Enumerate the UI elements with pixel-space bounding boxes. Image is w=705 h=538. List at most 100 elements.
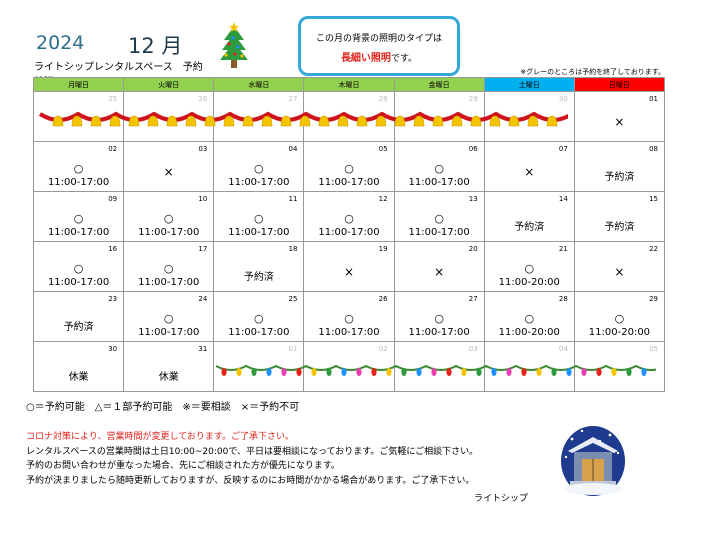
- day-number: 13: [468, 195, 478, 203]
- day-number: 26: [378, 295, 388, 303]
- day-cell[interactable]: 04: [483, 341, 575, 392]
- day-cell[interactable]: 03: [393, 341, 485, 392]
- weekday-mon: 月曜日: [32, 77, 125, 92]
- day-number: 18: [288, 245, 298, 253]
- note-highlight: 長細い照明: [340, 53, 391, 64]
- availability-mark: ○: [73, 162, 84, 175]
- day-cell[interactable]: 31 休業: [123, 341, 215, 392]
- day-cell[interactable]: 29: [393, 91, 485, 142]
- availability-mark: ○: [434, 312, 444, 325]
- day-cell[interactable]: 14 予約済: [483, 191, 575, 242]
- day-cell[interactable]: 20 ×: [393, 241, 485, 292]
- day-cell[interactable]: 19 ×: [303, 241, 395, 292]
- day-number: 28: [558, 295, 568, 303]
- availability-mark: ○: [73, 262, 84, 275]
- day-cell[interactable]: 24 ○ 11:00-17:00: [123, 291, 215, 342]
- day-cell[interactable]: 25 ○ 11:00-17:00: [213, 291, 305, 342]
- day-number: 27: [468, 295, 478, 303]
- status-label: 予約済: [514, 222, 545, 233]
- day-number: 03: [468, 345, 478, 353]
- day-cell[interactable]: 22 ×: [573, 241, 666, 292]
- status-label: 予約済: [604, 172, 635, 183]
- opening-hours: 11:00-17:00: [47, 277, 110, 288]
- day-cell[interactable]: 05 ○ 11:00-17:00: [303, 141, 395, 192]
- day-cell[interactable]: 02: [303, 341, 395, 392]
- day-cell[interactable]: 26: [123, 91, 215, 142]
- day-cell[interactable]: 30 休業: [32, 341, 125, 392]
- snowy-shrine-icon: [561, 426, 625, 496]
- day-cell[interactable]: 23 予約済: [32, 291, 125, 342]
- day-cell[interactable]: 08 予約済: [573, 141, 666, 192]
- day-cell[interactable]: 26 ○ 11:00-17:00: [303, 291, 395, 342]
- week-row: 02 ○ 11:00-17:00 03 × 04 ○ 11:00-17:00 05 ○ 11:00-…: [32, 141, 666, 192]
- availability-mark: ×: [163, 165, 174, 179]
- opening-hours: 11:00-17:00: [408, 327, 470, 338]
- day-cell[interactable]: 30: [483, 91, 575, 142]
- day-number: 07: [558, 145, 568, 153]
- day-number: 01: [649, 95, 658, 103]
- day-cell[interactable]: 03 ×: [123, 141, 215, 192]
- day-number: 21: [558, 245, 568, 253]
- note-line: この月の背景の照明のタイプは: [315, 34, 442, 44]
- status-label: 休業: [158, 372, 179, 383]
- opening-hours: 11:00-17:00: [318, 227, 380, 238]
- opening-hours: 11:00-20:00: [588, 327, 651, 338]
- day-cell[interactable]: 12 ○ 11:00-17:00: [303, 191, 395, 242]
- availability-mark: ×: [614, 265, 625, 279]
- week-row: 25 26 27 28 29 30 01 ×: [32, 91, 666, 142]
- day-cell[interactable]: 02 ○ 11:00-17:00: [32, 141, 125, 192]
- day-cell[interactable]: 10 ○ 11:00-17:00: [123, 191, 215, 242]
- day-cell[interactable]: 28: [303, 91, 395, 142]
- weekday-sun: 日曜日: [573, 77, 666, 92]
- opening-hours: 11:00-17:00: [318, 327, 380, 338]
- day-number: 30: [558, 95, 568, 103]
- day-number: 31: [198, 345, 208, 353]
- day-cell[interactable]: 18 予約済: [213, 241, 305, 292]
- day-cell[interactable]: 27: [213, 91, 305, 142]
- day-number: 14: [558, 195, 568, 203]
- day-number: 12: [378, 195, 388, 203]
- day-cell[interactable]: 28 ○ 11:00-20:00: [483, 291, 575, 342]
- day-cell[interactable]: 16 ○ 11:00-17:00: [32, 241, 125, 292]
- availability-mark: ○: [524, 262, 535, 275]
- day-cell[interactable]: 07 ×: [483, 141, 575, 192]
- day-cell[interactable]: 05: [573, 341, 666, 392]
- weekday-thu: 木曜日: [303, 77, 395, 92]
- legend: ○＝予約可能 △＝１部予約可能 ※＝要相談 ×＝予約不可: [26, 402, 300, 413]
- opening-hours: 11:00-17:00: [408, 227, 470, 238]
- day-cell[interactable]: 06 ○ 11:00-17:00: [393, 141, 485, 192]
- day-cell[interactable]: 21 ○ 11:00-20:00: [483, 241, 575, 292]
- day-cell[interactable]: 25: [32, 91, 125, 142]
- day-cell[interactable]: 01 ×: [573, 91, 666, 142]
- day-number: 02: [378, 345, 388, 353]
- day-number: 03: [198, 145, 208, 153]
- status-label: 予約済: [604, 222, 635, 233]
- week-row: 23 予約済 24 ○ 11:00-17:00 25 ○ 11:00-17:00 26 ○ 11:0…: [32, 291, 666, 342]
- opening-hours: 11:00-17:00: [138, 227, 200, 238]
- day-cell[interactable]: 04 ○ 11:00-17:00: [213, 141, 305, 192]
- opening-hours: 11:00-17:00: [228, 227, 290, 238]
- opening-hours: 11:00-17:00: [228, 177, 290, 188]
- day-cell[interactable]: 01: [213, 341, 305, 392]
- day-cell[interactable]: 09 ○ 11:00-17:00: [32, 191, 125, 242]
- day-number: 17: [198, 245, 208, 253]
- day-number: 25: [108, 95, 118, 103]
- opening-hours: 11:00-17:00: [47, 227, 110, 238]
- opening-hours: 11:00-17:00: [318, 177, 380, 188]
- day-cell[interactable]: 13 ○ 11:00-17:00: [393, 191, 485, 242]
- weekday-fri: 金曜日: [393, 77, 485, 92]
- weekday-sat: 土曜日: [483, 77, 575, 92]
- day-cell[interactable]: 11 ○ 11:00-17:00: [213, 191, 305, 242]
- day-cell[interactable]: 29 ○ 11:00-20:00: [573, 291, 666, 342]
- day-cell[interactable]: 27 ○ 11:00-17:00: [393, 291, 485, 342]
- day-number: 04: [288, 145, 298, 153]
- notes-line: 予約が決まりましたら随時更新しておりますが、反映するのにお時間がかかる場合があり…: [26, 475, 475, 486]
- notes-block: コロナ対策により、営業時間が変更しております。ご了承下さい。 レンタルスペースの…: [26, 430, 478, 488]
- day-number: 08: [649, 145, 658, 153]
- weekday-wed: 水曜日: [213, 77, 305, 92]
- day-number: 26: [198, 95, 208, 103]
- day-cell[interactable]: 17 ○ 11:00-17:00: [123, 241, 215, 292]
- opening-hours: 11:00-20:00: [498, 327, 560, 338]
- day-number: 28: [378, 95, 388, 103]
- day-cell[interactable]: 15 予約済: [573, 191, 666, 242]
